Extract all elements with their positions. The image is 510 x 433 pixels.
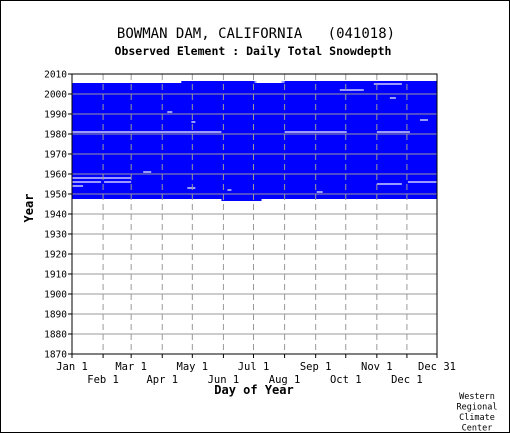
y-tick-label-4: 1910 — [44, 270, 67, 281]
y-tick-label-8: 1950 — [44, 190, 67, 201]
y-axis-label: Year — [22, 194, 36, 223]
x-tick-label-upper-4: Sep 1 — [300, 361, 332, 373]
data-gap-7 — [376, 183, 402, 185]
y-tick-label-3: 1900 — [44, 290, 67, 301]
data-block-2 — [281, 81, 437, 83]
chart-title: BOWMAN DAM, CALIFORNIA (041018) — [117, 26, 395, 42]
x-tick-label-lower-5: Dec 1 — [391, 374, 423, 386]
data-gap-15 — [227, 189, 232, 191]
x-tick-label-lower-1: Apr 1 — [146, 374, 178, 386]
y-tick-label-11: 1980 — [44, 130, 67, 141]
credit-line-3: Center — [462, 424, 493, 433]
grid-layer — [72, 74, 437, 354]
credit-line-0: Western — [459, 392, 495, 402]
y-tick-label-14: 2010 — [44, 70, 67, 81]
x-tick-label-lower-0: Feb 1 — [87, 374, 119, 386]
data-gap-6 — [407, 181, 437, 183]
data-gap-16 — [191, 121, 196, 123]
x-axis-label: Day of Year — [214, 383, 293, 397]
data-gap-3 — [72, 177, 132, 179]
credit-line-1: Regional — [457, 403, 498, 413]
data-block-1 — [181, 81, 257, 83]
plot-area — [71, 73, 438, 355]
y-tick-label-13: 2000 — [44, 90, 67, 101]
data-gap-1 — [284, 131, 347, 133]
data-gap-8 — [339, 89, 364, 91]
x-tick-label-upper-1: Mar 1 — [115, 361, 147, 373]
data-gap-0 — [72, 131, 222, 133]
data-gap-18 — [389, 97, 396, 99]
x-tick-label-upper-0: Jan 1 — [56, 361, 88, 373]
x-tick-label-upper-3: Jul 1 — [238, 361, 270, 373]
data-gap-5 — [104, 181, 132, 183]
data-gap-11 — [143, 171, 152, 173]
y-tick-label-12: 1990 — [44, 110, 67, 121]
x-tick-label-lower-3: Aug 1 — [269, 374, 301, 386]
data-gap-4 — [72, 181, 102, 183]
y-tick-label-5: 1920 — [44, 250, 67, 261]
y-axis: 1870 1880 1890 1900 1910 1920 1930 1940 1950 1960… — [44, 70, 72, 361]
x-tick-label-upper-5: Nov 1 — [361, 361, 393, 373]
x-tick-label-lower-4: Oct 1 — [330, 374, 362, 386]
y-tick-label-10: 1970 — [44, 150, 67, 161]
data-gap-9 — [373, 83, 402, 85]
data-gap-17 — [419, 119, 428, 121]
data-gap-13 — [187, 187, 196, 189]
y-tick-label-7: 1940 — [44, 210, 67, 221]
data-gap-12 — [72, 185, 84, 187]
data-gap-14 — [316, 191, 323, 193]
x-tick-label-upper-6: Dec 31 — [418, 361, 456, 373]
data-gap-10 — [254, 81, 285, 83]
y-tick-label-6: 1930 — [44, 230, 67, 241]
y-tick-label-1: 1880 — [44, 330, 67, 341]
data-gap-2 — [376, 131, 410, 133]
x-tick-label-lower-2: Jun 1 — [208, 374, 240, 386]
y-tick-label-2: 1890 — [44, 310, 67, 321]
data-block-0 — [72, 83, 437, 199]
chart-subtitle: Observed Element : Daily Total Snowdepth — [115, 44, 392, 58]
credit-line-2: Climate — [459, 413, 495, 423]
data-layer — [72, 81, 437, 201]
data-gap-19 — [167, 111, 173, 113]
x-tick-label-upper-2: May 1 — [177, 361, 209, 373]
y-tick-label-9: 1960 — [44, 170, 67, 181]
y-tick-label-0: 1870 — [44, 350, 67, 361]
x-axis: Jan 1 Mar 1 May 1 Jul 1 Sep 1 Nov 1 Dec 31 Feb … — [56, 354, 456, 386]
data-block-3 — [221, 199, 262, 201]
gap-layer — [72, 81, 437, 193]
